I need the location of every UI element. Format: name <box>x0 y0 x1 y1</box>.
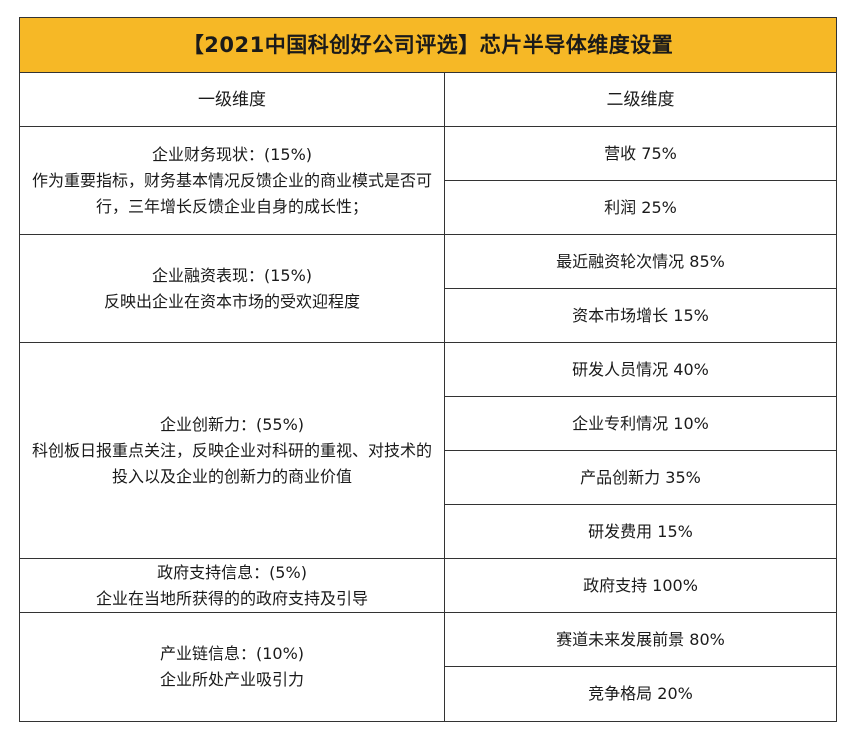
level1-name: 企业财务现状：(15%) <box>151 144 313 164</box>
level2-cell: 产品创新力 35% <box>443 450 838 505</box>
level1-desc: 作为重要指标，财务基本情况反馈企业的商业模式是否可行，三年增长反馈企业自身的成长… <box>31 170 432 216</box>
level2-cell: 资本市场增长 15% <box>443 288 838 343</box>
header-level1: 一级维度 <box>19 72 445 127</box>
level2-cell: 营收 75% <box>443 126 838 181</box>
level2-cell: 赛道未来发展前景 80% <box>443 612 838 667</box>
level2-cell: 研发费用 15% <box>443 504 838 559</box>
level2-cell: 政府支持 100% <box>443 558 838 613</box>
level1-cell-government: 政府支持信息：(5%) 企业在当地所获得的的政府支持及引导 <box>19 558 445 613</box>
level2-cell: 企业专利情况 10% <box>443 396 838 451</box>
level2-cell: 最近融资轮次情况 85% <box>443 234 838 289</box>
level1-cell-finance: 企业财务现状：(15%) 作为重要指标，财务基本情况反馈企业的商业模式是否可行，… <box>19 126 445 235</box>
level1-desc: 企业在当地所获得的的政府支持及引导 <box>95 588 368 608</box>
header-level2: 二级维度 <box>443 72 838 127</box>
level1-name: 政府支持信息：(5%) <box>157 562 307 582</box>
level1-desc: 科创板日报重点关注，反映企业对科研的重视、对技术的投入以及企业的创新力的商业价值 <box>31 440 432 486</box>
level1-cell-industry-chain: 产业链信息：(10%) 企业所处产业吸引力 <box>19 612 445 722</box>
table-title: 【2021中国科创好公司评选】芯片半导体维度设置 <box>18 17 838 73</box>
level2-cell: 利润 25% <box>443 180 838 235</box>
level1-name: 企业创新力：(55%) <box>159 414 305 434</box>
level2-cell: 研发人员情况 40% <box>443 342 838 397</box>
level1-cell-innovation: 企业创新力：(55%) 科创板日报重点关注，反映企业对科研的重视、对技术的投入以… <box>19 342 445 559</box>
level1-desc: 反映出企业在资本市场的受欢迎程度 <box>103 291 360 311</box>
level2-cell: 竞争格局 20% <box>443 666 838 722</box>
level1-name: 产业链信息：(10%) <box>159 644 305 663</box>
level1-cell-financing: 企业融资表现：(15%) 反映出企业在资本市场的受欢迎程度 <box>19 234 445 343</box>
dimension-table: 【2021中国科创好公司评选】芯片半导体维度设置 一级维度 二级维度 企业财务现… <box>18 17 838 722</box>
level1-desc: 企业所处产业吸引力 <box>159 670 304 689</box>
level1-name: 企业融资表现：(15%) <box>151 265 313 285</box>
